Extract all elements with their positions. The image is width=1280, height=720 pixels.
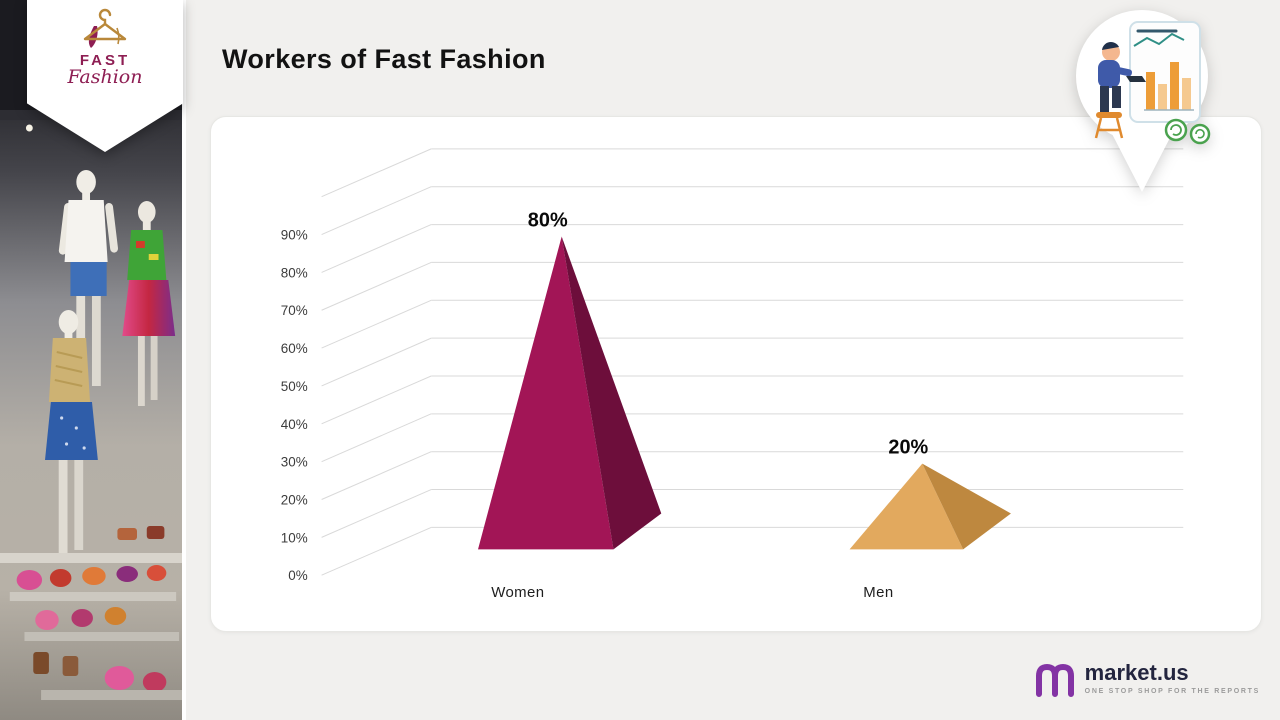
y-axis-tick: 80% [281, 265, 308, 280]
pyramid-front-men [849, 463, 964, 550]
page-title: Workers of Fast Fashion [222, 44, 546, 74]
footer-brand-tagline: ONE STOP SHOP FOR THE REPORTS [1084, 687, 1260, 695]
y-axis-tick: 70% [281, 303, 308, 318]
category-label: Men [863, 584, 893, 601]
y-axis-tick: 10% [281, 530, 308, 545]
y-axis-tick: 30% [281, 455, 308, 470]
pyramid-side-men [922, 463, 1011, 550]
analytics-illustration [1076, 10, 1211, 192]
hanger-icon [83, 8, 127, 48]
badge-text-fast: FAST [79, 52, 131, 69]
pyramid-front-women [478, 236, 614, 550]
y-axis-tick: 50% [281, 379, 308, 394]
pyramid-side-women [561, 236, 662, 550]
pyramid-chart: 0% 10% 20% 30% 40% 50% 60% 70% 80% 90% 80% Women 20%… [281, 148, 1184, 601]
chart-card: 0% 10% 20% 30% 40% 50% 60% 70% 80% 90% 80% Women 20%… [210, 116, 1262, 632]
y-axis-tick: 40% [281, 417, 308, 432]
y-axis-tick: 0% [288, 568, 307, 583]
fast-fashion-badge: FAST Fashion [27, 0, 183, 152]
marketus-logo-icon [1035, 663, 1074, 697]
y-axis-tick: 60% [281, 341, 308, 356]
value-label: 20% [888, 437, 928, 459]
y-axis-tick: 20% [281, 492, 308, 507]
analytics-illustration-pin [1070, 6, 1214, 194]
value-label: 80% [528, 210, 568, 232]
footer-brand-name: market.us [1084, 659, 1189, 685]
y-axis-tick: 90% [281, 228, 308, 243]
category-label: Women [491, 584, 544, 601]
badge-text-fashion: Fashion [67, 66, 143, 88]
footer-brand: market.us ONE STOP SHOP FOR THE REPORTS [1034, 658, 1260, 698]
